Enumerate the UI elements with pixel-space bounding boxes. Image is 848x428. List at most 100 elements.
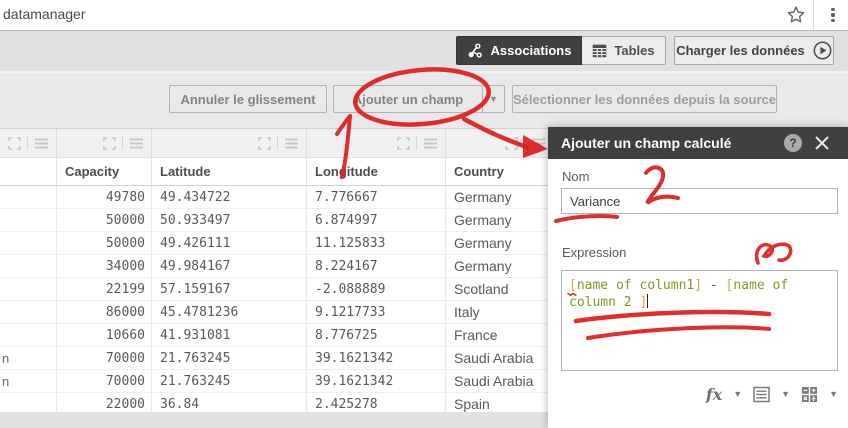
expression-token-field: name of [733, 278, 789, 293]
expression-token-field: name of column1 [576, 278, 695, 293]
fields-list-icon[interactable] [753, 386, 770, 403]
table-cell: 49780 [57, 186, 152, 209]
expression-line: [name of column1] - [name of [569, 277, 830, 294]
column-header[interactable] [0, 158, 57, 186]
table-cell: 7.776667 [307, 186, 446, 209]
table-row: n 70000 21.763245 39.1621342 Saudi Arabia [0, 347, 554, 370]
column-menu-icon[interactable] [34, 137, 49, 150]
fields-dropdown-caret[interactable]: ▼ [781, 389, 791, 399]
add-field-button[interactable]: Ajouter un champ [333, 85, 483, 113]
operators-dropdown-caret[interactable]: ▼ [829, 389, 838, 399]
table-cell: Spain [446, 393, 554, 412]
load-data-label: Charger les données [676, 43, 805, 58]
table-cell: 21.763245 [152, 347, 307, 370]
column-menu-icon[interactable] [531, 137, 546, 150]
load-data-button[interactable]: Charger les données [674, 36, 834, 65]
tab-associations-label: Associations [490, 43, 572, 58]
table-row: n 70000 21.763245 39.1621342 Saudi Arabia [0, 370, 554, 393]
column-menu-icon[interactable] [129, 137, 144, 150]
column-header[interactable]: Longitude [307, 158, 446, 186]
expand-brackets-icon[interactable] [8, 136, 21, 150]
expand-brackets-icon[interactable] [258, 136, 271, 150]
panel-header: Ajouter un champ calculé ? [548, 127, 848, 159]
table-cell: 39.1621342 [307, 347, 446, 370]
expression-token-op: - [702, 278, 726, 293]
column-header[interactable]: Country [446, 158, 554, 186]
table-cell [0, 301, 57, 324]
icon-divider [277, 136, 278, 150]
table-row: 50000 50.933497 6.874997 Germany [0, 209, 554, 232]
table-cell: 49.984167 [152, 255, 307, 278]
browser-menu-icon[interactable] [824, 4, 842, 26]
table-cell: 41.931081 [152, 324, 307, 347]
tab-tables[interactable]: Tables [582, 36, 666, 65]
table-cell: 21.763245 [152, 370, 307, 393]
panel-close-icon[interactable] [812, 133, 832, 153]
table-cell: 34000 [57, 255, 152, 278]
expression-token-bracket: [ [569, 278, 577, 293]
expression-token-bracket: ] [639, 295, 648, 310]
expression-field-label: Expression [562, 245, 627, 260]
expression-line: column 2 ] [569, 294, 830, 311]
column-header[interactable]: Capacity [57, 158, 152, 186]
table-cell: Saudi Arabia [446, 370, 554, 393]
column-menu-icon[interactable] [284, 137, 299, 150]
table-cell: 8.776725 [307, 324, 446, 347]
table-cell [0, 255, 57, 278]
help-icon[interactable]: ? [784, 134, 802, 152]
table-cell: 22199 [57, 278, 152, 301]
play-circle-icon [813, 41, 832, 60]
tab-associations[interactable]: Associations [456, 36, 582, 65]
table-cell: 8.224167 [307, 255, 446, 278]
actions-toolbar: Annuler le glissement Ajouter un champ ▼… [0, 73, 848, 181]
table-cell: Germany [446, 209, 554, 232]
expression-editor[interactable]: [name of column1] - [name of column 2 ] [561, 270, 838, 371]
column-tools-cell [446, 129, 554, 158]
name-field-label: Nom [562, 169, 590, 184]
select-source-button[interactable]: Sélectionner les données depuis la sourc… [512, 85, 777, 113]
table-cell: Italy [446, 301, 554, 324]
functions-dropdown-caret[interactable]: ▼ [733, 389, 743, 399]
table-cell: Germany [446, 232, 554, 255]
expand-brackets-icon[interactable] [103, 136, 116, 150]
icon-divider [416, 136, 417, 150]
table-cell: n [0, 347, 57, 370]
expression-token-bracket: ] [694, 278, 703, 293]
table-cell: 11.125833 [307, 232, 446, 255]
add-field-dropdown-caret[interactable]: ▼ [482, 85, 505, 113]
table-cell: Germany [446, 186, 554, 209]
table-cell: 50000 [57, 209, 152, 232]
table-cell [0, 324, 57, 347]
table-cell: 2.425278 [307, 393, 446, 412]
column-tools-cell [307, 129, 446, 158]
column-tools-cell [152, 129, 307, 158]
table-cell [0, 232, 57, 255]
table-cell: 49.426111 [152, 232, 307, 255]
operators-calc-icon[interactable] [801, 386, 818, 403]
table-cell [0, 209, 57, 232]
expression-token-bracket: [ [725, 278, 734, 293]
table-cell: France [446, 324, 554, 347]
tab-tables-label: Tables [614, 43, 655, 58]
text-cursor [647, 294, 649, 308]
column-tools-row [0, 129, 554, 158]
name-input[interactable] [561, 188, 838, 214]
column-menu-icon[interactable] [423, 137, 438, 150]
address-bar-divider [813, 0, 814, 30]
bookmark-star-icon[interactable] [786, 5, 806, 25]
column-header[interactable]: Latitude [152, 158, 307, 186]
table-cell: 45.4781236 [152, 301, 307, 324]
table-cell [0, 278, 57, 301]
table-row: 49780 49.434722 7.776667 Germany [0, 186, 554, 209]
undo-drag-button[interactable]: Annuler le glissement [169, 85, 327, 113]
tables-icon [593, 44, 607, 57]
browser-address-bar[interactable]: datamanager [0, 0, 848, 31]
expression-tools: fx ▼ ▼ ▼ [561, 380, 838, 408]
add-calculated-field-panel: Ajouter un champ calculé ? Nom Expressio… [548, 127, 848, 428]
table-cell: 50000 [57, 232, 152, 255]
functions-fx-icon[interactable]: fx [705, 384, 723, 404]
url-text[interactable]: datamanager [3, 6, 86, 22]
expand-brackets-icon[interactable] [397, 136, 410, 150]
expand-brackets-icon[interactable] [505, 136, 518, 150]
